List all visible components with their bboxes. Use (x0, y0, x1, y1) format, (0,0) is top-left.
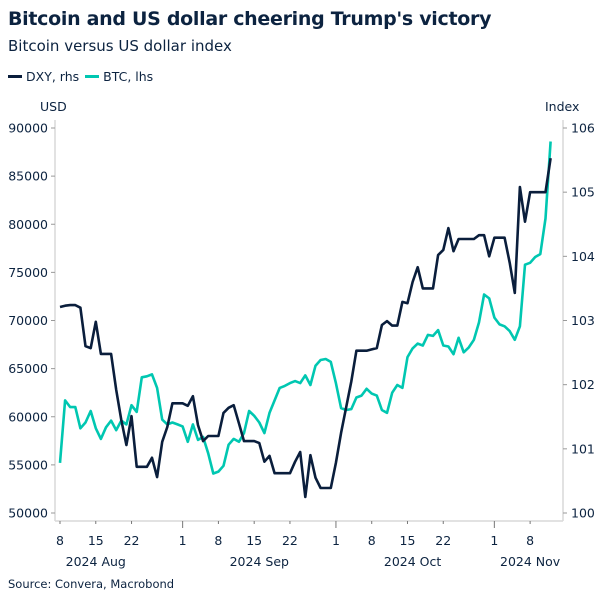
series-line-btc (58, 141, 552, 475)
legend-item-dxy: DXY, rhs (8, 69, 79, 84)
y-left-tick-label: 70000 (8, 313, 48, 328)
y-left-axis-title: USD (40, 99, 67, 114)
x-month-label: 2024 Oct (384, 554, 441, 569)
legend-swatch-dxy (8, 75, 22, 78)
x-tick-label: 1 (179, 533, 187, 548)
x-tick-label: 15 (400, 533, 416, 548)
source-note: Source: Convera, Macrobond (8, 577, 175, 591)
y-right-tick-label: 104 (571, 249, 595, 264)
legend-label-dxy: DXY, rhs (26, 69, 80, 84)
legend-label-btc: BTC, lhs (103, 69, 154, 84)
x-tick-label: 15 (246, 533, 262, 548)
y-right-tick-label: 102 (571, 377, 595, 392)
x-month-label: 2024 Nov (500, 554, 561, 569)
x-tick-label: 22 (435, 533, 451, 548)
legend-item-btc: BTC, lhs (85, 69, 153, 84)
x-tick-label: 1 (490, 533, 498, 548)
y-left-tick-label: 50000 (8, 506, 48, 521)
y-right-tick-label: 106 (571, 121, 595, 136)
x-tick-label: 1 (332, 533, 340, 548)
series-line-dxy (59, 158, 552, 499)
y-left-tick-label: 80000 (8, 217, 48, 232)
x-tick-label: 15 (88, 533, 104, 548)
y-right-tick-label: 105 (571, 185, 595, 200)
y-right-axis-title: Index (545, 99, 579, 114)
y-right-tick-label: 103 (571, 313, 595, 328)
y-left-tick-label: 90000 (8, 121, 48, 136)
y-left-tick-label: 60000 (8, 409, 48, 424)
x-month-label: 2024 Aug (66, 554, 126, 569)
y-left-tick-label: 55000 (8, 457, 48, 472)
x-tick-label: 8 (526, 533, 534, 548)
y-right-tick-label: 101 (571, 441, 595, 456)
x-tick-label: 8 (368, 533, 376, 548)
chart-subtitle: Bitcoin versus US dollar index (8, 37, 232, 55)
x-tick-label: 22 (124, 533, 140, 548)
y-right-tick-label: 100 (571, 506, 595, 521)
chart-title: Bitcoin and US dollar cheering Trump's v… (8, 8, 492, 30)
x-tick-label: 8 (214, 533, 222, 548)
x-month-label: 2024 Sep (230, 554, 289, 569)
y-left-tick-label: 65000 (8, 361, 48, 376)
x-tick-label: 8 (56, 533, 64, 548)
legend-swatch-btc (85, 75, 100, 78)
y-left-tick-label: 75000 (8, 265, 48, 280)
legend: DXY, rhs BTC, lhs (8, 69, 153, 84)
x-tick-label: 22 (282, 533, 298, 548)
y-left-tick-label: 85000 (8, 169, 48, 184)
